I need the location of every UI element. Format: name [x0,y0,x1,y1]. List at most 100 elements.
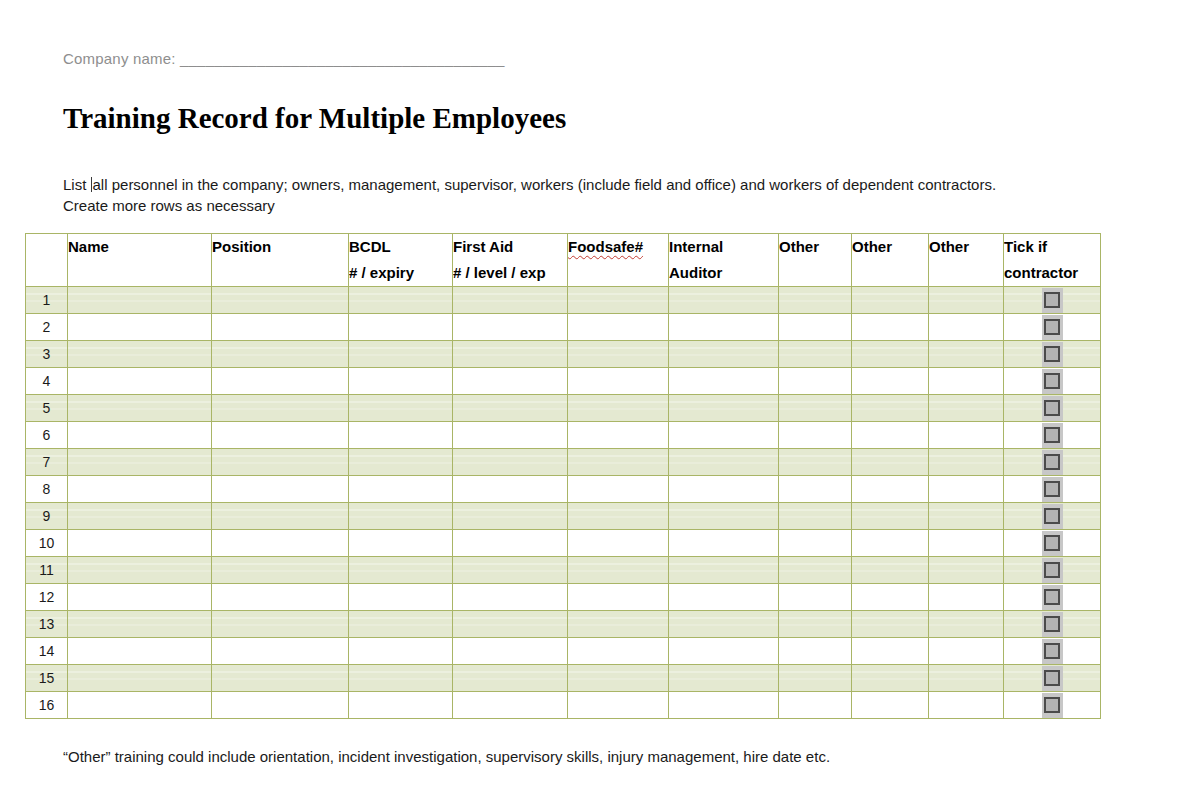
cell-foodsafe[interactable] [568,368,669,395]
cell-other-2[interactable] [852,557,929,584]
contractor-checkbox[interactable] [1042,585,1063,610]
cell-name[interactable] [68,584,212,611]
cell-bcdl[interactable] [349,584,453,611]
cell-other-3[interactable] [929,341,1004,368]
cell-name[interactable] [68,530,212,557]
cell-name[interactable] [68,449,212,476]
cell-other-1[interactable] [779,449,852,476]
cell-internal-auditor[interactable] [669,476,779,503]
contractor-checkbox[interactable] [1042,423,1063,448]
cell-name[interactable] [68,665,212,692]
cell-foodsafe[interactable] [568,530,669,557]
cell-first-aid[interactable] [453,422,568,449]
cell-first-aid[interactable] [453,503,568,530]
cell-internal-auditor[interactable] [669,611,779,638]
cell-name[interactable] [68,287,212,314]
cell-foodsafe[interactable] [568,476,669,503]
cell-other-1[interactable] [779,611,852,638]
cell-bcdl[interactable] [349,503,453,530]
cell-name[interactable] [68,611,212,638]
cell-internal-auditor[interactable] [669,530,779,557]
cell-name[interactable] [68,638,212,665]
cell-position[interactable] [212,368,349,395]
cell-name[interactable] [68,503,212,530]
cell-position[interactable] [212,611,349,638]
cell-other-3[interactable] [929,422,1004,449]
cell-other-3[interactable] [929,665,1004,692]
cell-internal-auditor[interactable] [669,665,779,692]
cell-other-3[interactable] [929,584,1004,611]
cell-foodsafe[interactable] [568,287,669,314]
cell-name[interactable] [68,314,212,341]
cell-other-2[interactable] [852,638,929,665]
cell-bcdl[interactable] [349,557,453,584]
contractor-checkbox[interactable] [1042,639,1063,664]
cell-position[interactable] [212,665,349,692]
cell-internal-auditor[interactable] [669,395,779,422]
cell-internal-auditor[interactable] [669,503,779,530]
cell-other-2[interactable] [852,476,929,503]
cell-other-1[interactable] [779,692,852,719]
cell-internal-auditor[interactable] [669,557,779,584]
cell-position[interactable] [212,557,349,584]
cell-internal-auditor[interactable] [669,584,779,611]
cell-internal-auditor[interactable] [669,449,779,476]
contractor-checkbox[interactable] [1042,477,1063,502]
cell-first-aid[interactable] [453,449,568,476]
cell-other-2[interactable] [852,287,929,314]
cell-other-1[interactable] [779,287,852,314]
cell-foodsafe[interactable] [568,638,669,665]
cell-bcdl[interactable] [349,287,453,314]
cell-bcdl[interactable] [349,395,453,422]
cell-name[interactable] [68,692,212,719]
contractor-checkbox[interactable] [1042,504,1063,529]
cell-position[interactable] [212,341,349,368]
cell-other-1[interactable] [779,503,852,530]
cell-bcdl[interactable] [349,692,453,719]
cell-other-1[interactable] [779,422,852,449]
cell-bcdl[interactable] [349,341,453,368]
cell-other-3[interactable] [929,476,1004,503]
cell-other-3[interactable] [929,638,1004,665]
cell-bcdl[interactable] [349,638,453,665]
cell-other-2[interactable] [852,665,929,692]
cell-other-2[interactable] [852,449,929,476]
cell-other-3[interactable] [929,611,1004,638]
cell-other-2[interactable] [852,530,929,557]
cell-other-3[interactable] [929,314,1004,341]
cell-other-1[interactable] [779,314,852,341]
cell-other-2[interactable] [852,314,929,341]
contractor-checkbox[interactable] [1042,342,1063,367]
cell-other-3[interactable] [929,692,1004,719]
cell-bcdl[interactable] [349,314,453,341]
cell-other-3[interactable] [929,530,1004,557]
cell-first-aid[interactable] [453,476,568,503]
cell-other-3[interactable] [929,503,1004,530]
cell-name[interactable] [68,557,212,584]
contractor-checkbox[interactable] [1042,450,1063,475]
cell-first-aid[interactable] [453,287,568,314]
cell-position[interactable] [212,530,349,557]
cell-other-1[interactable] [779,476,852,503]
cell-foodsafe[interactable] [568,503,669,530]
cell-position[interactable] [212,395,349,422]
company-name-blank[interactable]: ______________________________________ [180,50,505,67]
cell-other-2[interactable] [852,341,929,368]
cell-foodsafe[interactable] [568,557,669,584]
contractor-checkbox[interactable] [1042,558,1063,583]
cell-foodsafe[interactable] [568,395,669,422]
cell-name[interactable] [68,341,212,368]
cell-position[interactable] [212,287,349,314]
cell-other-3[interactable] [929,395,1004,422]
cell-internal-auditor[interactable] [669,692,779,719]
cell-position[interactable] [212,503,349,530]
cell-first-aid[interactable] [453,341,568,368]
cell-other-2[interactable] [852,692,929,719]
cell-position[interactable] [212,422,349,449]
cell-position[interactable] [212,476,349,503]
cell-other-3[interactable] [929,557,1004,584]
cell-first-aid[interactable] [453,530,568,557]
cell-foodsafe[interactable] [568,449,669,476]
cell-internal-auditor[interactable] [669,287,779,314]
contractor-checkbox[interactable] [1042,612,1063,637]
